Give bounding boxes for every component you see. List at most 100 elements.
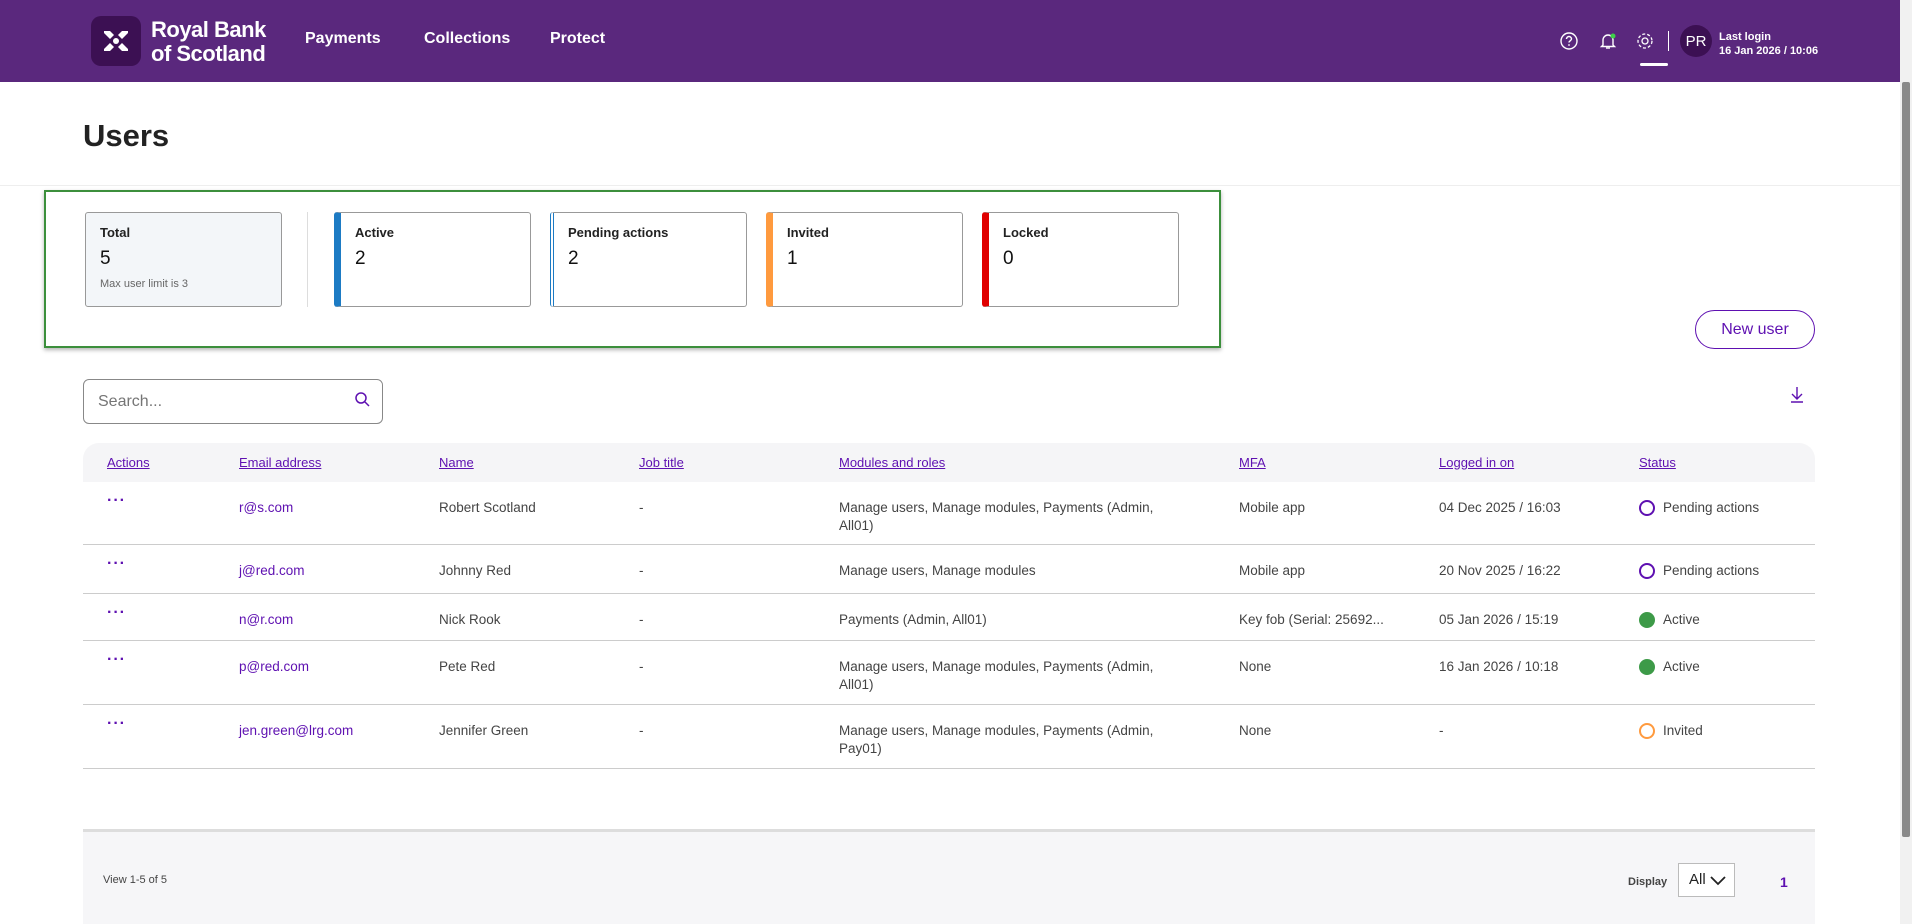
nav-payments[interactable]: Payments: [305, 30, 381, 47]
last-login: Last login 16 Jan 2026 / 10:06: [1719, 30, 1869, 58]
cell-modules: Manage users, Manage modules: [839, 563, 1036, 578]
avatar[interactable]: PR: [1680, 25, 1712, 57]
cell-status: Pending actions: [1639, 499, 1809, 517]
search-input[interactable]: [83, 379, 383, 424]
summary-card-locked[interactable]: Locked 0: [982, 212, 1179, 307]
cell-status: Invited: [1639, 722, 1809, 740]
header-divider: [1668, 31, 1669, 51]
status-text: Invited: [1663, 723, 1703, 738]
cell-logged: 16 Jan 2026 / 10:18: [1439, 659, 1559, 674]
card-label: Active: [355, 225, 395, 240]
status-text: Active: [1663, 612, 1700, 627]
cell-name: Nick Rook: [439, 612, 501, 627]
card-label: Invited: [787, 225, 829, 240]
card-separator: [307, 212, 308, 307]
nav-collections[interactable]: Collections: [424, 30, 511, 47]
cell-modules: Payments (Admin, All01): [839, 612, 987, 627]
cell-logged: -: [1439, 723, 1444, 738]
download-icon[interactable]: [1789, 386, 1805, 404]
cell-job: -: [639, 659, 644, 674]
card-value: 2: [568, 248, 579, 269]
scrollbar-thumb[interactable]: [1902, 82, 1910, 837]
summary-card-active[interactable]: Active 2: [334, 212, 531, 307]
cell-mfa: None: [1239, 723, 1272, 738]
card-label: Pending actions: [568, 225, 669, 240]
help-icon[interactable]: [1558, 30, 1580, 52]
card-value: 5: [100, 248, 111, 269]
col-email[interactable]: Email address: [239, 455, 322, 470]
cell-email[interactable]: j@red.com: [239, 563, 305, 578]
brand-line-2: of Scotland: [151, 41, 266, 66]
cell-logged: 04 Dec 2025 / 16:03: [1439, 500, 1561, 515]
card-note: Max user limit is 3: [100, 278, 189, 290]
status-dot-icon: [1639, 659, 1655, 675]
scrollbar[interactable]: [1900, 0, 1912, 924]
cell-status: Pending actions: [1639, 562, 1809, 580]
col-job-title[interactable]: Job title: [639, 455, 684, 470]
page-title: Users: [83, 118, 170, 153]
notification-bell-icon[interactable]: [1597, 30, 1619, 52]
last-login-label: Last login: [1719, 31, 1771, 43]
settings-active-indicator: [1640, 63, 1668, 66]
cell-email[interactable]: r@s.com: [239, 500, 294, 515]
col-modules[interactable]: Modules and roles: [839, 455, 946, 470]
cell-actions[interactable]: ···: [107, 651, 126, 668]
cell-email[interactable]: p@red.com: [239, 659, 309, 674]
card-label: Total: [100, 225, 131, 240]
settings-gear-icon[interactable]: [1634, 30, 1656, 52]
status-dot-icon: [1639, 612, 1655, 628]
last-login-value: 16 Jan 2026 / 10:06: [1719, 45, 1819, 57]
table-row: ··· r@s.com Robert Scotland - Manage users, …: [83, 482, 1815, 545]
cell-job: -: [639, 500, 644, 515]
display-label: Display: [1628, 876, 1668, 888]
cell-mfa: Key fob (Serial: 25692...: [1239, 612, 1384, 627]
view-count: View 1-5 of 5: [103, 874, 168, 886]
cell-name: Robert Scotland: [439, 500, 536, 515]
cell-logged: 05 Jan 2026 / 15:19: [1439, 612, 1559, 627]
new-user-button[interactable]: New user: [1695, 310, 1815, 349]
summary-card-invited[interactable]: Invited 1: [766, 212, 963, 307]
status-dot-icon: [1639, 723, 1655, 739]
display-select[interactable]: All: [1678, 863, 1735, 897]
cell-status: Active: [1639, 611, 1809, 629]
col-status[interactable]: Status: [1639, 455, 1676, 470]
summary-card-total: Total 5 Max user limit is 3: [85, 212, 282, 307]
search-icon[interactable]: [354, 391, 370, 407]
col-mfa[interactable]: MFA: [1239, 455, 1266, 470]
cell-email[interactable]: n@r.com: [239, 612, 294, 627]
cell-name: Pete Red: [439, 659, 496, 674]
page-number[interactable]: 1: [1780, 874, 1788, 890]
cell-actions[interactable]: ···: [107, 715, 126, 732]
status-dot-icon: [1639, 563, 1655, 579]
rbs-logo[interactable]: [91, 16, 141, 66]
cell-actions[interactable]: ···: [107, 492, 126, 509]
cell-mfa: Mobile app: [1239, 500, 1306, 515]
brand-line-1: Royal Bank: [151, 17, 266, 42]
cell-modules: Manage users, Manage modules, Payments (…: [839, 500, 1154, 533]
cell-job: -: [639, 563, 644, 578]
summary-highlight: [44, 190, 1221, 348]
nav-protect[interactable]: Protect: [550, 30, 606, 47]
summary-card-pending[interactable]: Pending actions 2: [550, 212, 747, 307]
cell-actions[interactable]: ···: [107, 555, 126, 572]
card-value: 1: [787, 248, 798, 269]
card-value: 2: [355, 248, 366, 269]
top-header: Royal Bank of Scotland Payments Collectio…: [0, 0, 1900, 82]
table-footer: View 1-5 of 5 Display All 1: [83, 829, 1815, 924]
status-text: Pending actions: [1663, 500, 1760, 515]
cell-logged: 20 Nov 2025 / 16:22: [1439, 563, 1561, 578]
cell-mfa: None: [1239, 659, 1272, 674]
card-label: Locked: [1003, 225, 1049, 240]
cell-job: -: [639, 723, 644, 738]
col-name[interactable]: Name: [439, 455, 474, 470]
cell-name: Johnny Red: [439, 563, 512, 578]
cell-actions[interactable]: ···: [107, 604, 126, 621]
col-logged-in[interactable]: Logged in on: [1439, 455, 1515, 470]
cell-email[interactable]: jen.green@lrg.com: [239, 723, 354, 738]
col-actions[interactable]: Actions: [107, 455, 150, 470]
cell-status: Active: [1639, 658, 1809, 676]
table-row: ··· jen.green@lrg.com Jennifer Green - Manag…: [83, 705, 1815, 769]
cell-modules: Manage users, Manage modules, Payments (…: [839, 723, 1154, 756]
status-dot-icon: [1639, 500, 1655, 516]
